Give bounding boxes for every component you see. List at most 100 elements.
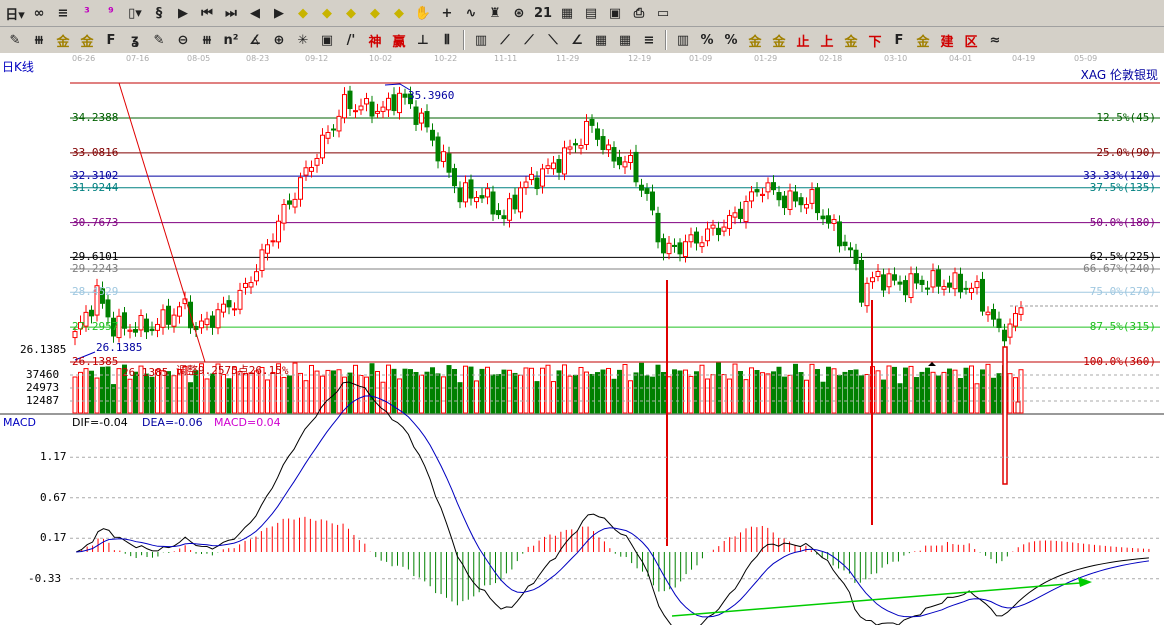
candle-body: [259, 249, 265, 271]
volume-bar: [281, 376, 287, 414]
volume-bar: [1018, 369, 1024, 414]
ying-icon[interactable]: 赢: [392, 34, 406, 50]
lines2-icon[interactable]: ≡: [643, 32, 655, 48]
volume-bar: [903, 367, 908, 414]
gold6-icon[interactable]: 金: [916, 34, 930, 50]
jia-icon[interactable]: 建: [940, 34, 954, 50]
print-icon[interactable]: ⎙: [633, 5, 645, 21]
candle-body: [941, 286, 947, 290]
candle-body: [430, 129, 435, 141]
volume-bar: [463, 365, 468, 414]
volume-bar: [699, 364, 705, 414]
volume-bar: [633, 372, 639, 414]
candle-body: [628, 154, 633, 164]
table-icon[interactable]: ▥: [676, 32, 690, 48]
pen-icon[interactable]: ✎: [9, 32, 21, 48]
lines-icon[interactable]: ⧻: [201, 32, 213, 48]
gold2-icon[interactable]: 金: [80, 34, 94, 50]
candle-body: [650, 191, 655, 211]
draw-icon[interactable]: ∿: [465, 5, 477, 21]
gold1-icon[interactable]: 金: [56, 34, 70, 50]
hand-icon[interactable]: ✋: [414, 5, 432, 21]
candle-body: [160, 309, 166, 328]
angle-icon[interactable]: ∡: [249, 32, 261, 48]
fan1-icon[interactable]: ⟋: [500, 32, 510, 48]
target-icon[interactable]: ⊕: [273, 32, 285, 48]
fan2-icon[interactable]: ⟋: [524, 32, 534, 48]
notes-icon[interactable]: ≡: [57, 5, 69, 21]
wave-icon[interactable]: ⫴: [444, 32, 450, 48]
square-icon[interactable]: ▣: [320, 32, 334, 48]
circle-icon[interactable]: ⊖: [177, 32, 189, 48]
volume-bar: [974, 383, 980, 414]
grid2-icon[interactable]: ▦: [594, 32, 608, 48]
doc-icon[interactable]: ▤: [584, 5, 598, 21]
fib-icon[interactable]: F: [106, 32, 116, 48]
up-icon[interactable]: 上: [820, 34, 834, 50]
window-icon[interactable]: ▭: [656, 5, 670, 21]
grid3-icon[interactable]: ▦: [618, 32, 632, 48]
date-tick: 11-11: [494, 54, 518, 63]
gold4-icon[interactable]: 金: [772, 34, 786, 50]
fib-pct-label: 75.0%(270): [1089, 285, 1156, 299]
percent-icon[interactable]: %: [724, 32, 738, 48]
last-icon[interactable]: ⏭: [225, 5, 237, 21]
volume-bar: [358, 374, 364, 414]
zoom-left-icon[interactable]: ◆: [298, 5, 308, 21]
down-icon[interactable]: 下: [868, 34, 882, 50]
volume-bar: [479, 368, 485, 414]
pen2-icon[interactable]: ✎: [153, 32, 165, 48]
shen-icon[interactable]: 神: [368, 34, 382, 50]
date-tick: 10-22: [434, 54, 458, 63]
left-icon[interactable]: ◀: [250, 5, 260, 21]
candle-body: [452, 168, 457, 187]
right-icon[interactable]: ▶: [274, 5, 284, 21]
gold3-icon[interactable]: 金: [748, 34, 762, 50]
pct-icon[interactable]: %: [700, 32, 714, 48]
gap-icon[interactable]: ⊥: [417, 32, 429, 48]
fib-price-label: 29.2243: [72, 262, 119, 276]
globe-icon[interactable]: ⊛: [513, 5, 525, 21]
fan3-icon[interactable]: ⟍: [548, 32, 558, 48]
chart3-icon[interactable]: ³: [84, 5, 90, 21]
stop-icon[interactable]: 止: [796, 34, 810, 50]
zoom-right-icon[interactable]: ◆: [322, 5, 332, 21]
calendar-icon[interactable]: 21: [533, 5, 553, 21]
period-menu[interactable]: 日▾: [5, 7, 25, 23]
slash-icon[interactable]: /': [346, 32, 356, 48]
zoom-fit-icon[interactable]: ◆: [394, 5, 404, 21]
arc-icon[interactable]: ∠: [571, 32, 583, 48]
candle-body: [842, 241, 848, 247]
calc-icon[interactable]: ▦: [560, 5, 574, 21]
star-icon[interactable]: ✳: [297, 32, 309, 48]
gold5-icon[interactable]: 金: [844, 34, 858, 50]
auto-icon[interactable]: ∞: [33, 5, 45, 21]
candle-body: [100, 288, 105, 304]
candle-type-icon[interactable]: ▯▾: [128, 5, 142, 21]
candle-body: [963, 287, 969, 290]
fen-icon[interactable]: 区: [964, 34, 978, 50]
volume-bar: [661, 371, 666, 414]
volume-bar: [457, 382, 463, 414]
shirt-icon[interactable]: ♜: [489, 5, 501, 21]
flag-icon[interactable]: ▶: [178, 5, 188, 21]
n2-icon[interactable]: n²: [223, 32, 239, 48]
volume-bar: [545, 364, 551, 414]
zoom-in-icon[interactable]: ◆: [346, 5, 356, 21]
tick-icon[interactable]: §: [155, 5, 163, 21]
candle-body: [89, 309, 94, 317]
cut-icon[interactable]: ≈: [989, 32, 1001, 48]
first-icon[interactable]: ⏮: [201, 5, 213, 21]
zoom-out-icon[interactable]: ◆: [370, 5, 380, 21]
flag2-icon[interactable]: F: [894, 32, 904, 48]
crosshair-icon[interactable]: +: [441, 5, 453, 21]
candle-body: [155, 323, 160, 331]
chart9-icon[interactable]: ⁹: [108, 5, 114, 21]
parallel-icon[interactable]: ⧻: [33, 32, 45, 48]
grid-icon[interactable]: ▥: [474, 32, 488, 48]
candle-body: [738, 208, 743, 219]
spiral-icon[interactable]: ʓ: [130, 32, 140, 48]
volume-bar: [787, 374, 793, 414]
save-icon[interactable]: ▣: [608, 5, 622, 21]
